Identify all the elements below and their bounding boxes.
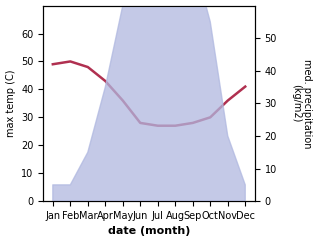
X-axis label: date (month): date (month) xyxy=(108,227,190,236)
Y-axis label: med. precipitation
(kg/m2): med. precipitation (kg/m2) xyxy=(291,59,313,148)
Y-axis label: max temp (C): max temp (C) xyxy=(5,70,16,137)
